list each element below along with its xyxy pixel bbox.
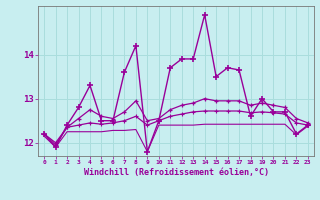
X-axis label: Windchill (Refroidissement éolien,°C): Windchill (Refroidissement éolien,°C) [84,168,268,177]
